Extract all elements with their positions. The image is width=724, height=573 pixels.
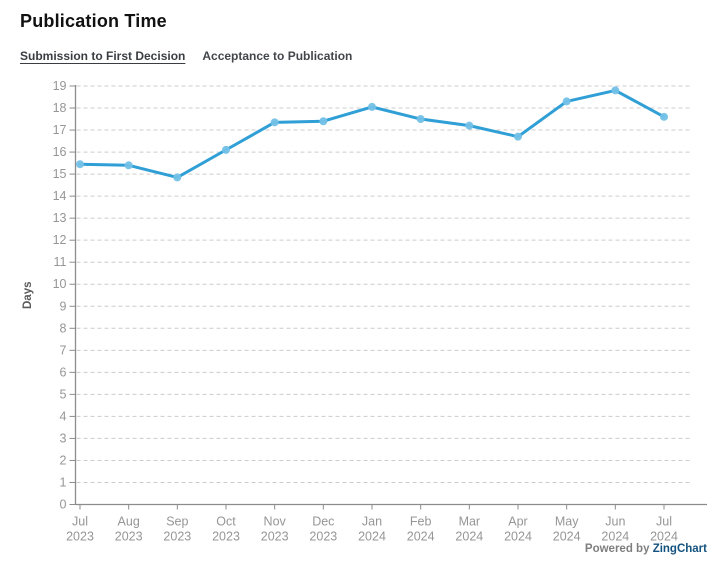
- y-axis-tick-label: 8: [60, 321, 67, 335]
- x-axis-tick-label-month: Nov: [264, 515, 287, 529]
- x-axis-tick-label-month: Feb: [410, 515, 432, 529]
- y-axis-tick-label: 4: [60, 409, 67, 423]
- y-axis-tick-label: 12: [53, 233, 67, 247]
- x-axis-tick-label-year: 2023: [261, 530, 289, 544]
- x-axis-tick-label-year: 2024: [358, 530, 386, 544]
- zingchart-brand-link[interactable]: ZingChart: [652, 543, 707, 555]
- x-axis-tick-label-year: 2024: [407, 530, 435, 544]
- data-point-marker[interactable]: [319, 117, 328, 126]
- data-point-marker[interactable]: [173, 173, 182, 182]
- data-point-marker[interactable]: [562, 97, 571, 106]
- y-axis-tick-label: 2: [60, 453, 67, 467]
- data-point-marker[interactable]: [660, 112, 668, 121]
- x-axis-tick-label-year: 2023: [163, 530, 191, 544]
- x-axis-tick-label-year: 2023: [212, 530, 240, 544]
- x-axis-tick-label-month: Sep: [166, 515, 188, 529]
- x-axis-tick-label-month: Oct: [216, 515, 236, 529]
- y-axis-tick-label: 1: [60, 475, 67, 489]
- powered-by-label: Powered by: [584, 543, 650, 555]
- x-axis-tick-label-month: Mar: [459, 515, 481, 529]
- data-point-marker[interactable]: [514, 132, 522, 141]
- y-axis-tick-label: 9: [60, 299, 67, 313]
- y-axis-tick-label: 11: [54, 255, 67, 269]
- data-point-marker[interactable]: [465, 121, 474, 130]
- data-point-marker[interactable]: [368, 102, 376, 111]
- y-axis-tick-label: 6: [60, 365, 67, 379]
- x-axis-tick-label-year: 2024: [601, 530, 629, 544]
- y-axis-tick-label: 7: [60, 343, 67, 357]
- y-axis-tick-label: 10: [53, 277, 67, 291]
- page-title: Publication Time: [20, 11, 167, 31]
- data-point-marker[interactable]: [124, 161, 133, 170]
- y-axis-tick-label: 17: [53, 123, 67, 137]
- data-point-marker[interactable]: [416, 115, 425, 124]
- y-axis-tick-label: 13: [53, 211, 67, 225]
- y-axis-title: Days: [22, 282, 34, 310]
- y-axis-tick-label: 15: [53, 167, 67, 181]
- x-axis-tick-label-month: May: [555, 515, 579, 529]
- x-axis-tick-label-month: Jul: [656, 515, 672, 529]
- x-axis-tick-label-month: Jun: [605, 515, 625, 529]
- x-axis-tick-label-year: 2024: [650, 530, 678, 544]
- tab-submission-to-first-decision[interactable]: Submission to First Decision: [20, 49, 186, 63]
- y-axis-tick-label: 3: [60, 431, 67, 445]
- x-axis-tick-label-year: 2024: [504, 530, 532, 544]
- x-axis-tick-label-month: Jul: [72, 515, 88, 529]
- y-axis-tick-label: 5: [60, 387, 67, 401]
- powered-by-zingchart: Powered by ZingChart: [585, 543, 707, 555]
- y-axis-tick-label: 16: [53, 145, 67, 159]
- x-axis-tick-label-year: 2023: [115, 530, 143, 544]
- y-axis-tick-label: 0: [60, 498, 67, 512]
- x-axis-tick-label-month: Apr: [508, 515, 527, 529]
- x-axis-tick-label-year: 2023: [66, 530, 94, 544]
- x-axis-tick-label-month: Jan: [362, 515, 382, 529]
- data-point-marker[interactable]: [611, 86, 620, 95]
- x-axis-tick-label-month: Dec: [312, 515, 334, 529]
- tab-bar: Submission to First Decision Acceptance …: [20, 49, 352, 63]
- x-axis-tick-label-month: Aug: [118, 515, 140, 529]
- data-point-marker[interactable]: [270, 118, 279, 127]
- tab-acceptance-to-publication[interactable]: Acceptance to Publication: [202, 49, 353, 63]
- data-point-marker[interactable]: [222, 145, 230, 154]
- y-axis-tick-label: 19: [53, 79, 67, 93]
- data-point-marker[interactable]: [76, 160, 84, 169]
- x-axis-tick-label-year: 2024: [455, 530, 483, 544]
- x-axis-tick-label-year: 2023: [309, 530, 337, 544]
- x-axis-tick-label-year: 2024: [553, 530, 581, 544]
- y-axis-tick-label: 18: [53, 101, 67, 115]
- y-axis-tick-label: 14: [53, 189, 67, 203]
